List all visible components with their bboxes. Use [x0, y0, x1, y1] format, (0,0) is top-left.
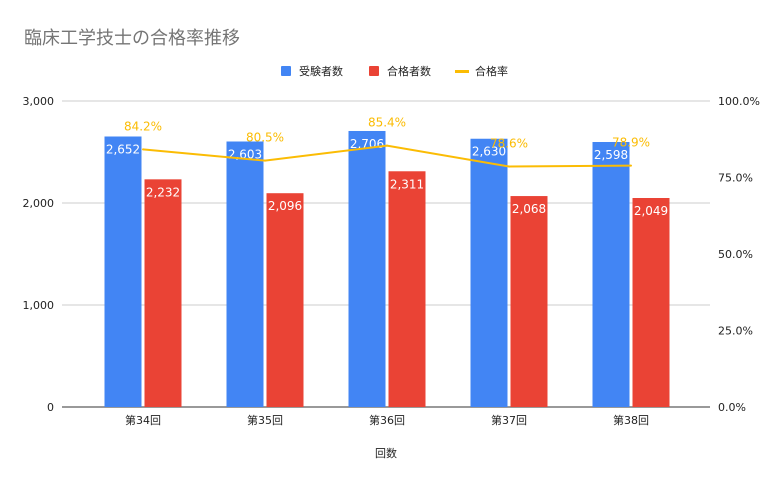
y2-tick-label: 75.0% [718, 172, 753, 185]
x-tick-label: 第37回 [491, 413, 527, 427]
data-label: 2,652 [106, 142, 140, 156]
bar-合格者数 [266, 193, 304, 407]
legend-swatch [455, 70, 469, 73]
data-label: 2,068 [512, 202, 546, 216]
x-axis-label: 回数 [375, 447, 397, 460]
y2-tick-label: 100.0% [718, 95, 760, 108]
y2-tick-label: 0.0% [718, 401, 746, 414]
line-point [142, 148, 144, 151]
data-label: 2,096 [268, 199, 302, 213]
bar-合格者数 [388, 171, 426, 407]
bar-合格者数 [632, 198, 670, 407]
y-tick-label: 0 [47, 401, 54, 414]
line-data-label: 85.4% [368, 116, 406, 130]
line-合格率 [142, 144, 632, 168]
data-label: 2,630 [472, 145, 506, 159]
legend-label: 受験者数 [299, 64, 343, 78]
y2-tick-label: 50.0% [718, 248, 753, 261]
y-tick-label: 3,000 [23, 95, 55, 108]
x-tick-label: 第35回 [247, 413, 283, 427]
bar-合格者数 [510, 196, 548, 407]
x-tick-label: 第38回 [613, 413, 649, 427]
line-point [386, 144, 388, 147]
line-data-label: 78.9% [612, 136, 650, 150]
bar-合格者数 [144, 179, 182, 407]
legend-label: 合格者数 [387, 64, 431, 78]
bar-受験者数 [348, 130, 386, 407]
x-tick-label: 第36回 [369, 413, 405, 427]
data-label: 2,232 [146, 185, 180, 199]
line-data-label: 84.2% [124, 119, 162, 133]
line-point [264, 159, 266, 162]
bar-受験者数 [104, 136, 142, 407]
x-tick-label: 第34回 [125, 413, 161, 427]
y-tick-label: 2,000 [23, 197, 55, 210]
data-label: 2,049 [634, 204, 668, 218]
legend-label: 合格率 [475, 64, 508, 78]
data-label: 2,598 [594, 148, 628, 162]
y-tick-label: 1,000 [23, 299, 55, 312]
line-point [508, 165, 510, 168]
bar-受験者数 [592, 142, 630, 407]
legend-swatch [369, 66, 379, 76]
line-data-label: 80.5% [246, 131, 284, 145]
line-data-label: 78.6% [490, 136, 528, 150]
data-label: 2,311 [390, 177, 424, 191]
bar-受験者数 [226, 141, 264, 407]
legend-swatch [281, 66, 291, 76]
line-point [630, 164, 632, 167]
chart-title: 臨床工学技士の合格率推移 [24, 28, 240, 49]
y2-tick-label: 25.0% [718, 325, 753, 338]
bar-受験者数 [470, 138, 508, 408]
